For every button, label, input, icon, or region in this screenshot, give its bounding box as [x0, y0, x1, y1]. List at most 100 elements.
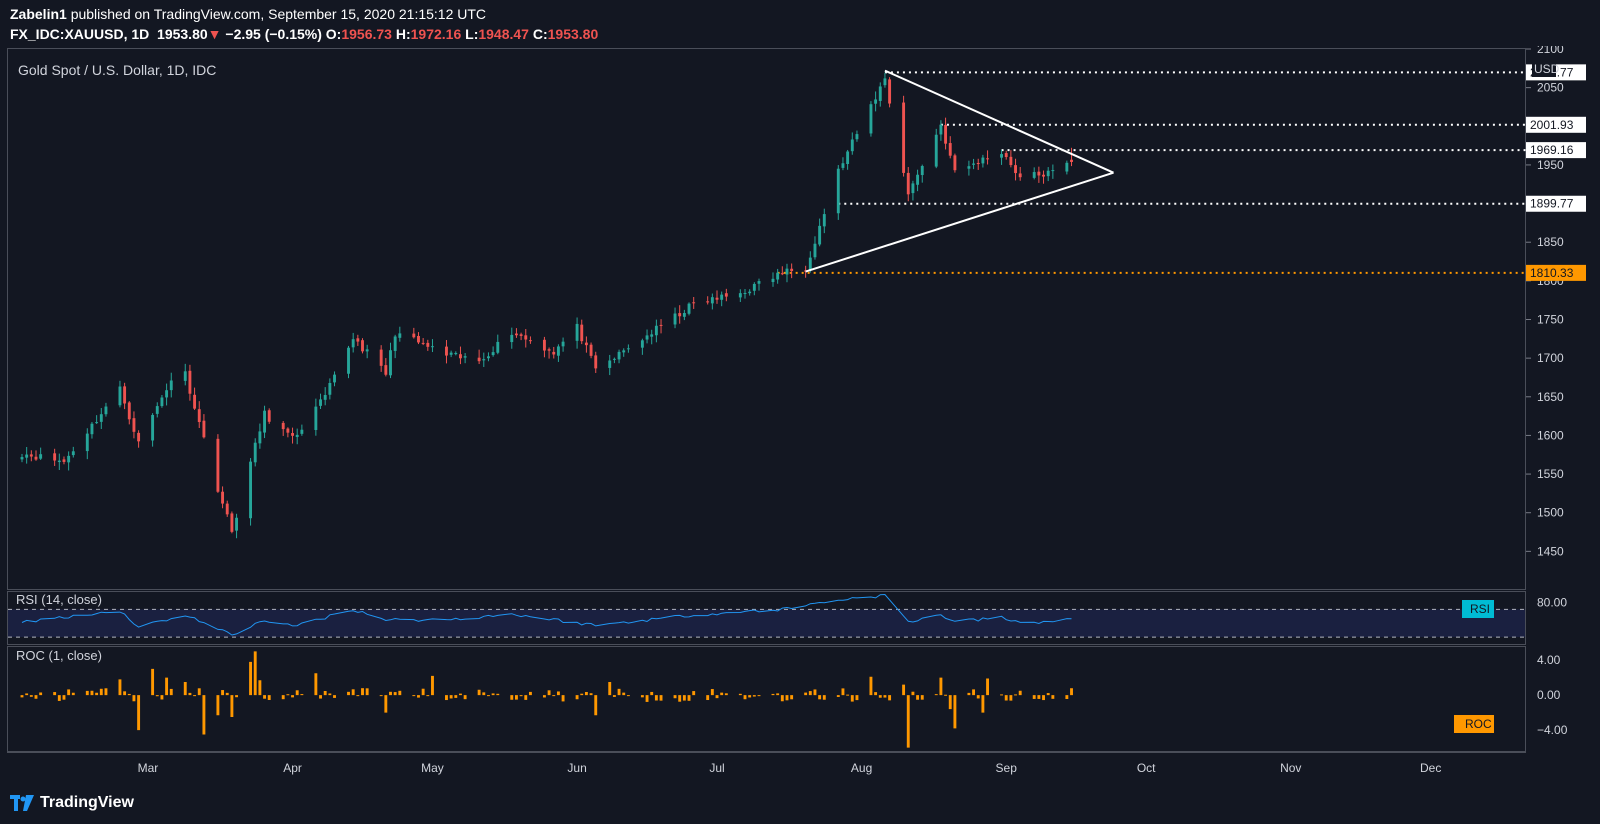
candle-body[interactable] — [813, 243, 817, 258]
candle-body[interactable] — [547, 349, 551, 351]
candle-body[interactable] — [193, 394, 197, 409]
roc-bar[interactable] — [225, 692, 229, 696]
candle-body[interactable] — [785, 268, 789, 275]
roc-bar[interactable] — [720, 692, 724, 696]
roc-bar[interactable] — [347, 691, 350, 696]
candle-body[interactable] — [678, 313, 682, 317]
roc-bar[interactable] — [556, 691, 560, 696]
roc-bar[interactable] — [137, 695, 141, 731]
candle-body[interactable] — [417, 335, 420, 343]
roc-bar[interactable] — [645, 695, 649, 702]
roc-bar[interactable] — [426, 695, 430, 697]
candle-body[interactable] — [361, 340, 364, 352]
candle-body[interactable] — [617, 351, 621, 360]
candle-body[interactable] — [104, 406, 108, 415]
roc-bar[interactable] — [612, 695, 616, 697]
roc-bar[interactable] — [95, 692, 99, 696]
roc-bar[interactable] — [841, 688, 845, 696]
roc-bar[interactable] — [682, 695, 686, 701]
candle-body[interactable] — [944, 124, 948, 144]
roc-bar[interactable] — [57, 695, 61, 701]
roc-bar[interactable] — [421, 688, 425, 696]
roc-bar[interactable] — [365, 688, 369, 696]
candle-body[interactable] — [1042, 174, 1045, 177]
roc-bar[interactable] — [715, 695, 719, 699]
roc-bar[interactable] — [836, 695, 840, 697]
candle-body[interactable] — [491, 352, 495, 356]
candle-body[interactable] — [25, 454, 29, 458]
roc-bar[interactable] — [790, 695, 794, 700]
roc-bar[interactable] — [160, 695, 164, 700]
roc-bar[interactable] — [594, 695, 598, 716]
candle-body[interactable] — [319, 399, 322, 406]
candle-body[interactable] — [757, 281, 761, 284]
roc-bar[interactable] — [976, 695, 980, 699]
roc-bar[interactable] — [659, 695, 663, 701]
roc-bar[interactable] — [267, 695, 271, 700]
roc-bar[interactable] — [916, 695, 920, 700]
roc-bar[interactable] — [944, 694, 948, 696]
roc-bar[interactable] — [314, 673, 318, 696]
triangle-lower-line[interactable] — [805, 171, 1114, 273]
roc-bar[interactable] — [519, 695, 523, 697]
candle-body[interactable] — [347, 347, 350, 374]
candle-body[interactable] — [738, 293, 742, 298]
roc-bar[interactable] — [1004, 695, 1008, 701]
candle-body[interactable] — [57, 460, 61, 463]
candle-body[interactable] — [291, 433, 294, 436]
roc-bar[interactable] — [771, 693, 775, 696]
candle-body[interactable] — [137, 432, 141, 442]
roc-bar[interactable] — [986, 678, 990, 696]
roc-bar[interactable] — [911, 691, 915, 696]
roc-bar[interactable] — [883, 695, 887, 698]
roc-bar[interactable] — [514, 695, 518, 700]
roc-bar[interactable] — [1009, 695, 1013, 701]
candle-body[interactable] — [482, 359, 486, 361]
roc-bar[interactable] — [874, 692, 878, 696]
roc-bar[interactable] — [738, 693, 742, 696]
roc-bar[interactable] — [417, 695, 420, 698]
candle-body[interactable] — [911, 183, 915, 194]
candle-body[interactable] — [169, 380, 173, 391]
roc-bar[interactable] — [67, 689, 71, 696]
time-axis[interactable]: Mar Apr May Jun Jul Aug Sep Oct Nov Dec — [138, 761, 1442, 775]
author-name[interactable]: Zabelin1 — [10, 6, 67, 22]
roc-bar[interactable] — [235, 695, 239, 698]
candle-body[interactable] — [1014, 165, 1017, 174]
candle-body[interactable] — [454, 352, 458, 355]
roc-bar[interactable] — [328, 693, 332, 696]
candle-body[interactable] — [300, 429, 304, 434]
candles[interactable] — [20, 72, 1073, 539]
roc-bar[interactable] — [687, 695, 691, 701]
roc-bar[interactable] — [776, 693, 780, 696]
candle-body[interactable] — [1065, 162, 1069, 172]
roc-bar[interactable] — [1014, 694, 1017, 696]
roc-bar[interactable] — [1065, 695, 1069, 699]
roc-bar[interactable] — [850, 695, 854, 702]
candle-body[interactable] — [132, 418, 136, 432]
roc-bar[interactable] — [39, 692, 43, 696]
candle-body[interactable] — [431, 346, 434, 348]
candle-body[interactable] — [351, 339, 355, 348]
roc-bar[interactable] — [710, 689, 714, 696]
roc-bar[interactable] — [626, 695, 630, 697]
candle-body[interactable] — [934, 134, 938, 167]
candle-body[interactable] — [920, 166, 924, 176]
roc-bar[interactable] — [351, 689, 355, 696]
candle-body[interactable] — [155, 406, 159, 414]
candle-body[interactable] — [421, 342, 425, 344]
roc-bar[interactable] — [822, 695, 826, 700]
candle-body[interactable] — [62, 459, 66, 462]
candle-body[interactable] — [487, 356, 490, 359]
candle-body[interactable] — [916, 174, 920, 185]
roc-bar[interactable] — [1000, 694, 1003, 696]
candle-body[interactable] — [127, 402, 131, 420]
candle-body[interactable] — [34, 456, 38, 460]
candle-body[interactable] — [906, 172, 910, 195]
roc-bar[interactable] — [888, 695, 892, 701]
candle-body[interactable] — [976, 162, 980, 165]
roc-bar[interactable] — [724, 693, 728, 696]
candle-body[interactable] — [780, 273, 784, 275]
candle-body[interactable] — [967, 166, 971, 169]
roc-bar[interactable] — [71, 692, 75, 696]
